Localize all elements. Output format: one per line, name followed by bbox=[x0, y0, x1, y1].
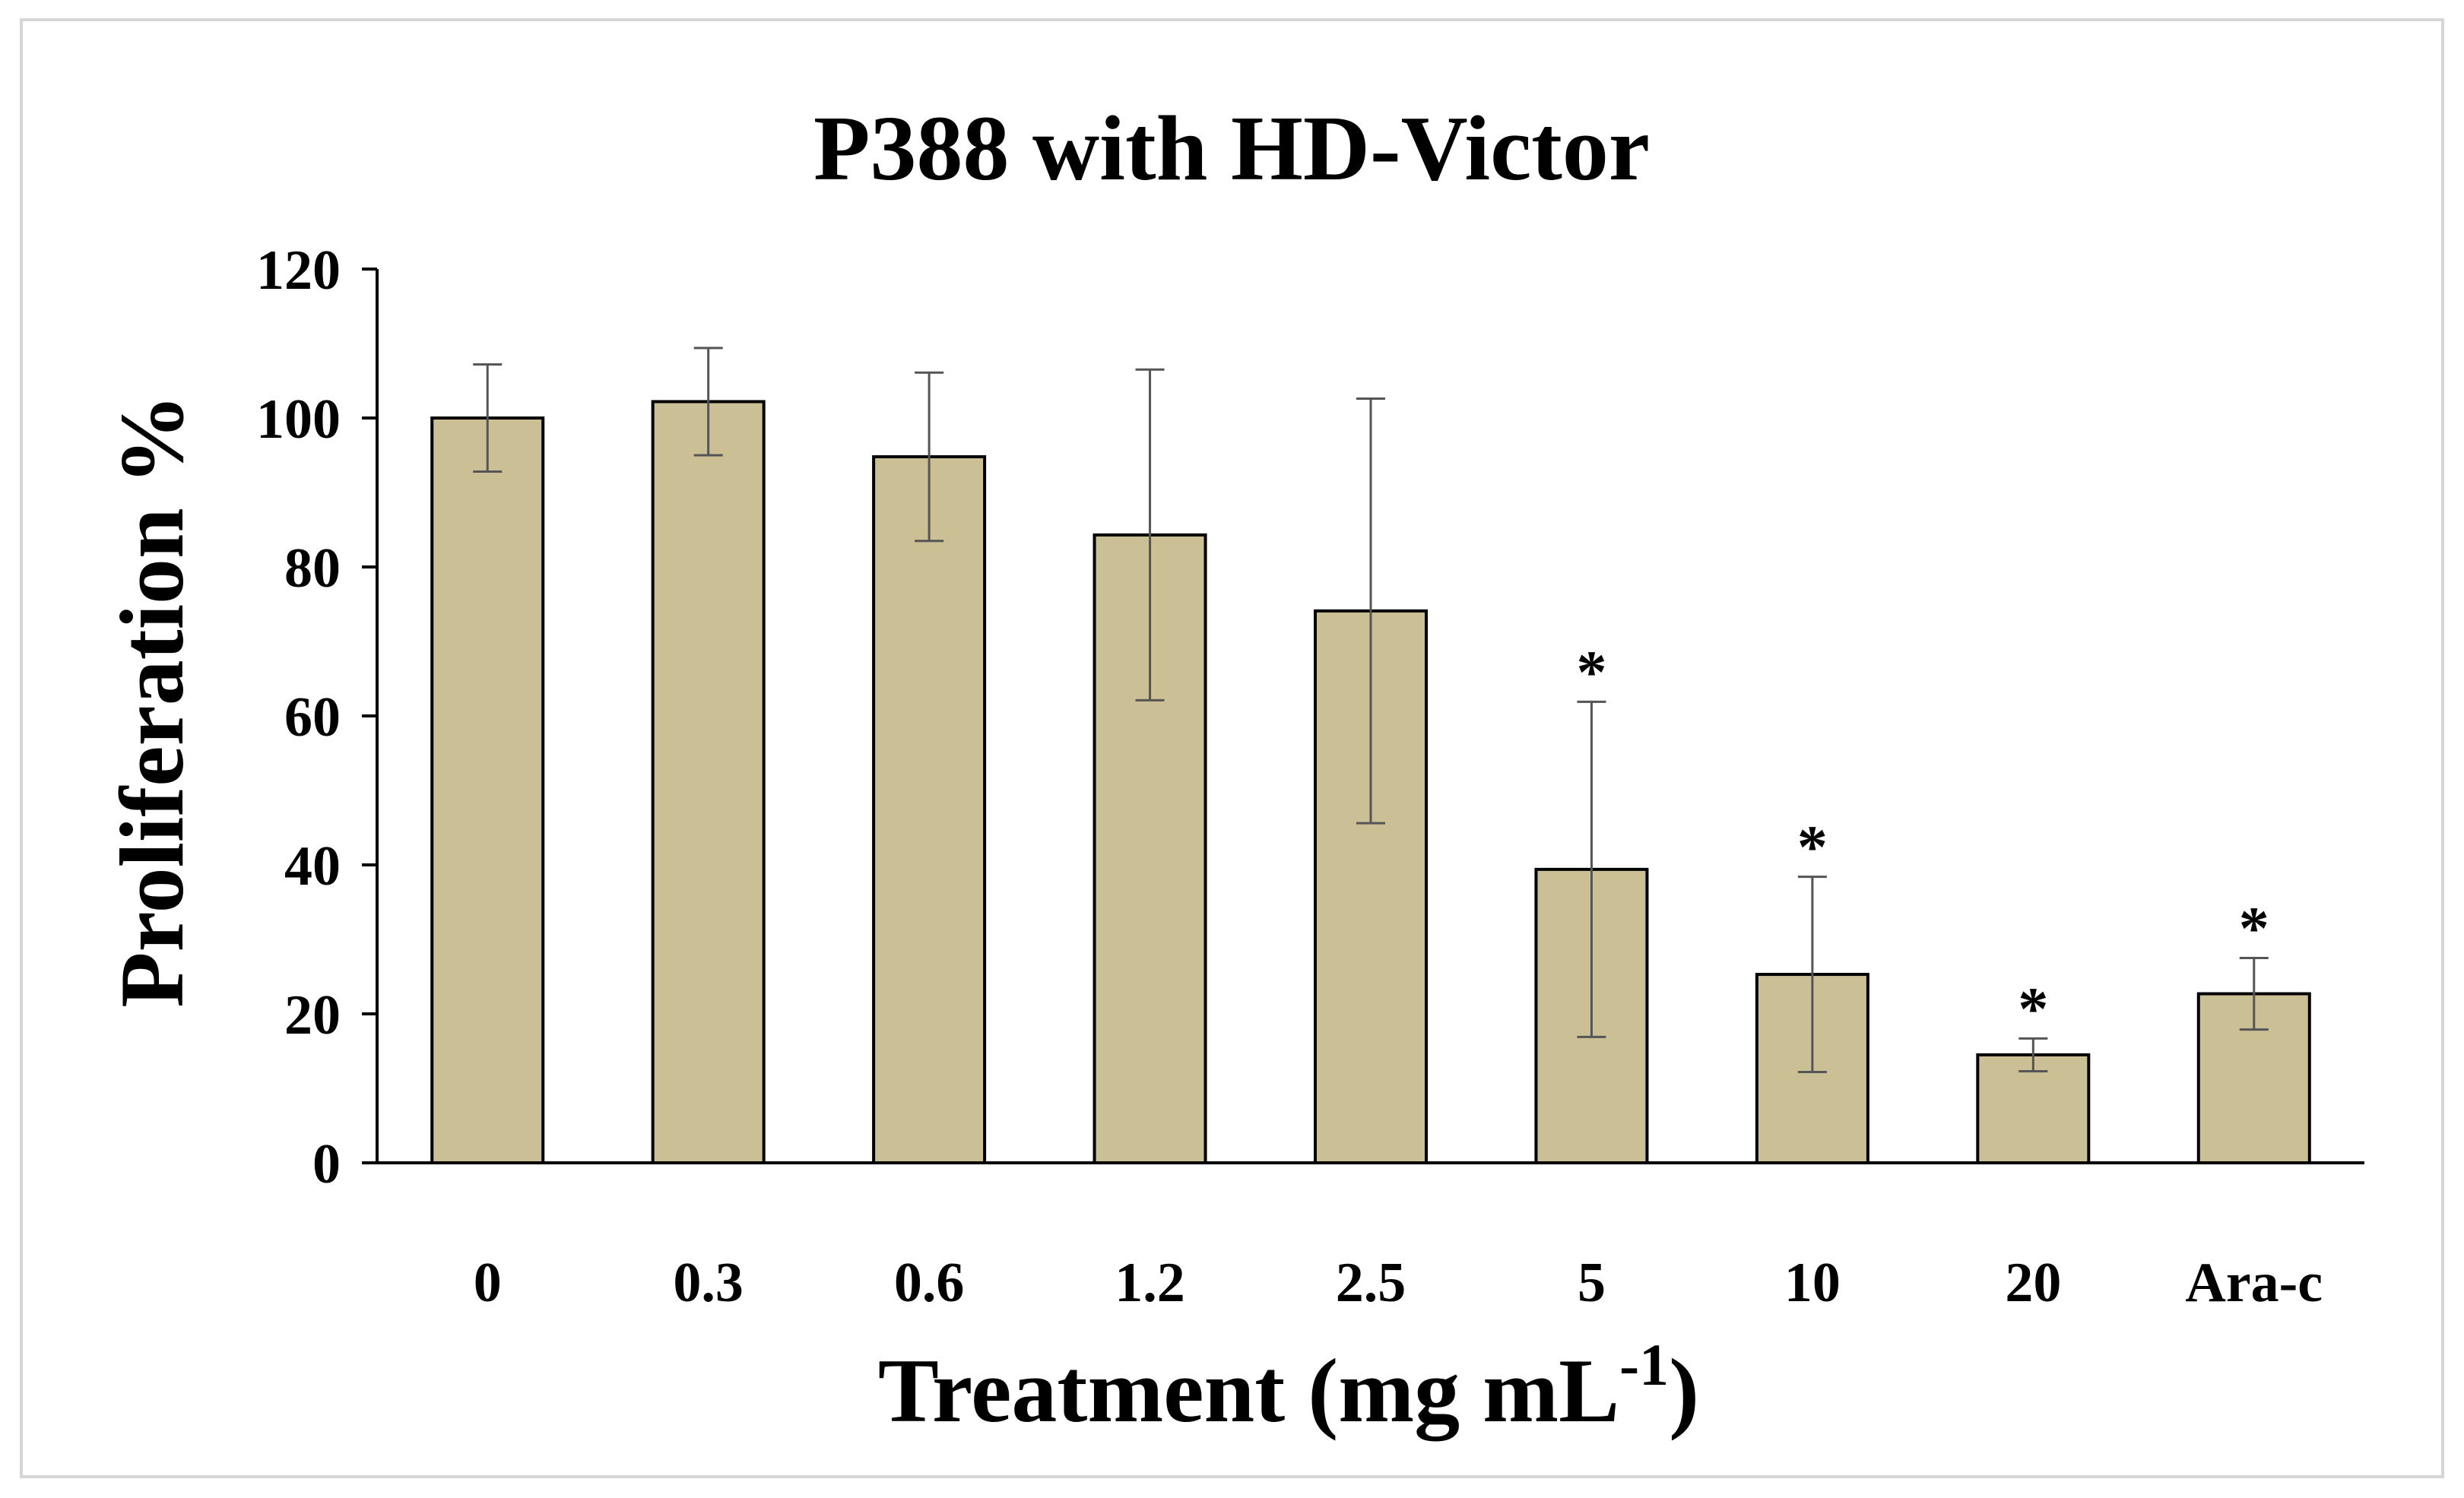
x-axis-label-main: Treatment (mg mL bbox=[878, 1340, 1619, 1442]
significance-markers-group: * * * * bbox=[1576, 639, 2269, 1043]
significance-star-Ara-c: * bbox=[2239, 896, 2269, 963]
x-tick-label-2.5: 2.5 bbox=[1336, 1252, 1406, 1314]
y-tick-label-120: 120 bbox=[256, 239, 341, 302]
significance-star-20: * bbox=[2018, 976, 2048, 1043]
y-tick-label-80: 80 bbox=[284, 537, 341, 600]
figure-border bbox=[20, 18, 2444, 1478]
y-ticks-group: 0 20 40 60 80 100 120 bbox=[256, 239, 377, 1196]
bar-0.3 bbox=[651, 400, 766, 1164]
significance-star-5: * bbox=[1576, 639, 1606, 706]
x-tick-label-0: 0 bbox=[474, 1252, 502, 1314]
bar-0.6 bbox=[872, 454, 987, 1164]
x-axis-label-close: ) bbox=[1669, 1340, 1699, 1441]
bar-20 bbox=[1976, 1053, 2091, 1165]
x-axis-label: Treatment (mg mL-1) bbox=[878, 1332, 1699, 1442]
x-axis-label-superscript: -1 bbox=[1619, 1332, 1669, 1398]
y-tick-label-60: 60 bbox=[284, 686, 341, 749]
y-tick-label-20: 20 bbox=[284, 984, 341, 1047]
y-tick-label-100: 100 bbox=[256, 388, 341, 451]
x-tick-labels-group: 0 0.3 0.6 1.2 2.5 5 10 20 Ara-c bbox=[474, 1252, 2323, 1314]
y-tick-label-40: 40 bbox=[284, 835, 341, 898]
x-tick-label-10: 10 bbox=[1784, 1252, 1841, 1314]
significance-star-10: * bbox=[1797, 815, 1828, 882]
x-tick-label-1.2: 1.2 bbox=[1115, 1252, 1185, 1314]
x-tick-label-0.3: 0.3 bbox=[673, 1252, 744, 1314]
error-bars-group bbox=[473, 347, 2269, 1073]
y-axis-label: Proliferation % bbox=[101, 394, 202, 1008]
x-tick-label-Ara-c: Ara-c bbox=[2185, 1252, 2323, 1314]
chart-title: P388 with HD-Victor bbox=[813, 97, 1650, 200]
x-tick-label-5: 5 bbox=[1578, 1252, 1606, 1314]
bar-0 bbox=[430, 416, 545, 1164]
x-tick-label-20: 20 bbox=[2005, 1252, 2061, 1314]
x-tick-label-0.6: 0.6 bbox=[894, 1252, 965, 1314]
y-tick-label-0: 0 bbox=[312, 1133, 341, 1196]
